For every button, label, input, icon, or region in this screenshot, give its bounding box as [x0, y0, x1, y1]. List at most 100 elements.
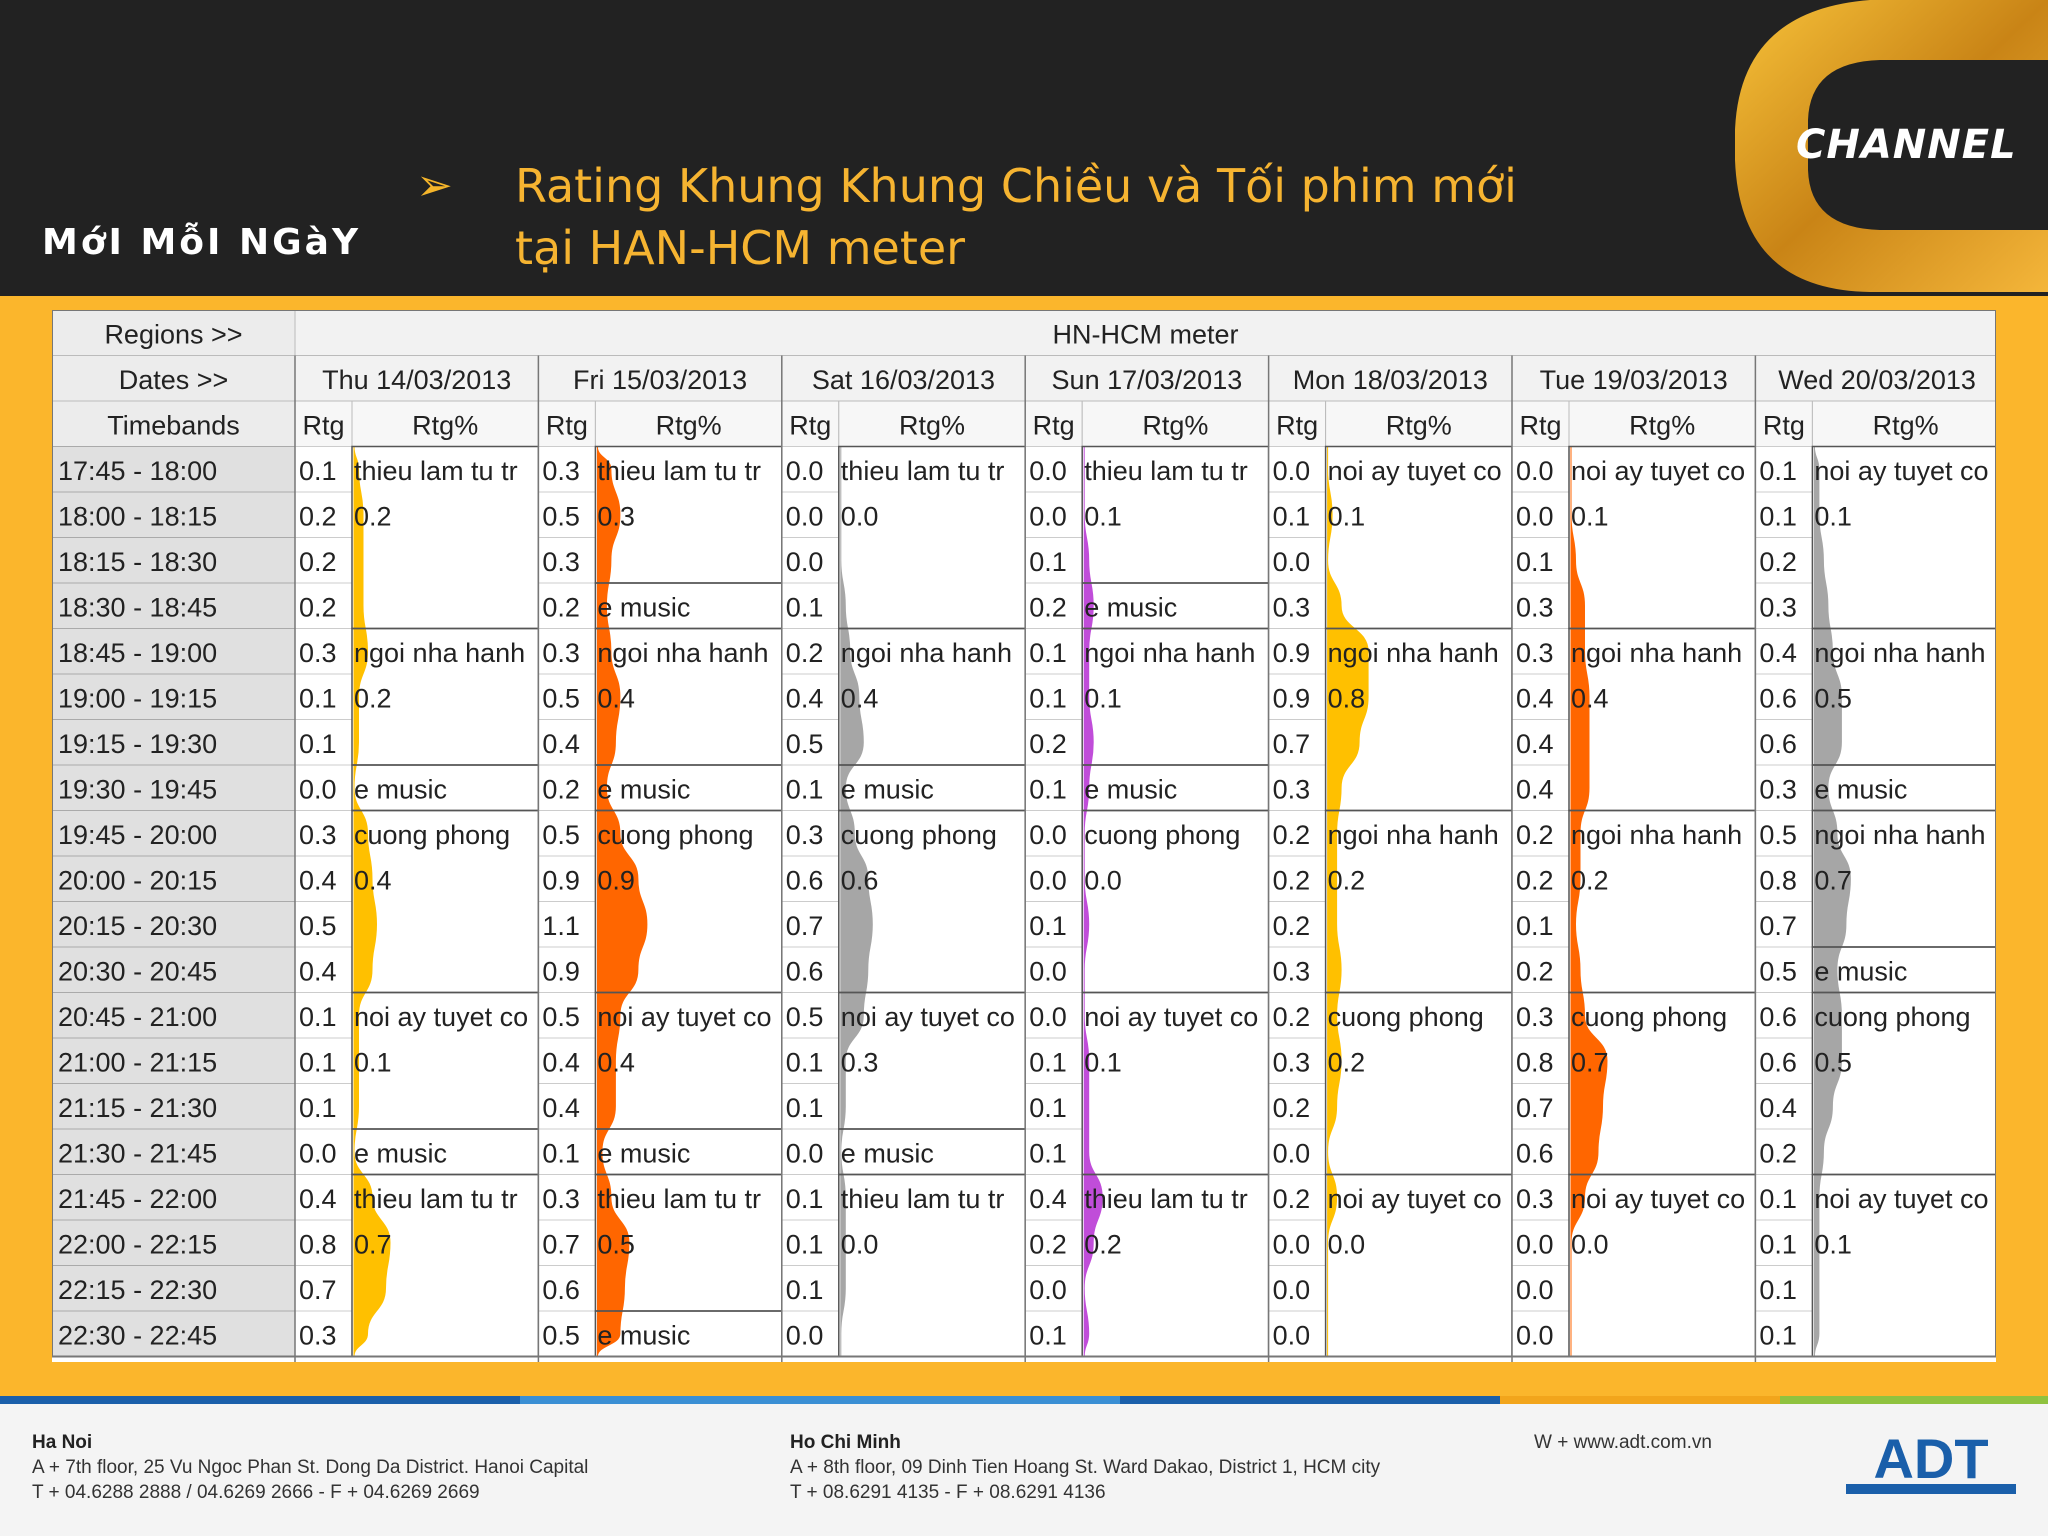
rtg-value: 0.3: [542, 456, 580, 486]
program-name: noi ay tuyet co: [841, 1002, 1015, 1032]
program-name: e music: [354, 1139, 447, 1169]
date-label: Fri 15/03/2013: [573, 365, 747, 395]
website-link[interactable]: W + www.adt.com.vn: [1534, 1432, 1712, 1453]
rtg-value: 0.1: [1029, 1093, 1067, 1123]
dates-label: Dates >>: [119, 365, 229, 395]
rtg-value: 0.2: [786, 638, 824, 668]
rtg-cell: [1511, 537, 1570, 584]
timeband-label: 22:30 - 22:45: [58, 1321, 217, 1351]
program-name: e music: [841, 775, 934, 805]
rtg-cell: [781, 764, 840, 811]
rtg-value: 0.1: [299, 1002, 337, 1032]
timeband-label: 19:30 - 19:45: [58, 775, 217, 805]
rtg-value: 0.0: [1029, 502, 1067, 532]
rtg-value: 0.4: [1759, 1093, 1797, 1123]
rtg-value: 0.7: [542, 1230, 580, 1260]
rtg-value: 0.3: [1273, 593, 1311, 623]
rtg-value: 0.3: [1516, 638, 1554, 668]
program-share: 0.2: [1328, 1048, 1366, 1078]
rtg-value: 0.5: [786, 729, 824, 759]
rtg-value: 0.1: [786, 1230, 824, 1260]
hanoi-phone: T + 04.6288 2888 / 04.6269 2666 - F + 04…: [32, 1482, 480, 1503]
program-share: 0.1: [1571, 502, 1609, 532]
rtg-value: 0.1: [786, 1093, 824, 1123]
rtg-cell: [1268, 1037, 1327, 1084]
timeband-label: 21:15 - 21:30: [58, 1093, 217, 1123]
program-name: thieu lam tu tr: [597, 1184, 761, 1214]
rtg-value: 0.1: [1759, 502, 1797, 532]
program-name: cuong phong: [1571, 1002, 1727, 1032]
rtg-cell: [1268, 1310, 1327, 1357]
rtg-value: 0.0: [786, 1139, 824, 1169]
rtg-cell: [1024, 992, 1083, 1039]
timeband-label: 17:45 - 18:00: [58, 456, 217, 486]
rtg-cell: [537, 628, 596, 675]
rtg-value: 0.0: [786, 1321, 824, 1351]
rtg-value: 0.0: [1273, 1321, 1311, 1351]
rtg-value: 0.3: [1759, 775, 1797, 805]
rtg-cell: [1268, 764, 1327, 811]
program-share: 0.1: [1328, 502, 1366, 532]
rtg-value: 0.4: [542, 1093, 580, 1123]
program-share: 0.9: [597, 866, 635, 896]
program-share: 0.3: [841, 1048, 879, 1078]
program-share: 0.4: [597, 1048, 635, 1078]
rtg-value: 0.2: [1273, 866, 1311, 896]
rating-area-shape: [1327, 446, 1369, 1357]
rtg-value: 0.4: [299, 1184, 337, 1214]
program-share: 0.2: [1328, 866, 1366, 896]
program-name: thieu lam tu tr: [841, 456, 1005, 486]
program-share: 0.1: [354, 1048, 392, 1078]
program-share: 0.2: [1571, 866, 1609, 896]
program-name: ngoi nha hanh: [1814, 820, 1985, 850]
rtg-value: 0.3: [786, 820, 824, 850]
rtg-cell: [1268, 628, 1327, 675]
rtg-value: 0.0: [1516, 1230, 1554, 1260]
rtg-value: 0.2: [1029, 729, 1067, 759]
rtg-value: 0.2: [299, 547, 337, 577]
program-name: ngoi nha hanh: [1571, 820, 1742, 850]
rtg-cell: [781, 1037, 840, 1084]
rtg-header-cell: [294, 400, 353, 447]
adt-logo-text: ADT: [1873, 1427, 1988, 1490]
rtg-value: 0.4: [299, 957, 337, 987]
strip-segment: [0, 1396, 520, 1404]
header-label-cell: [52, 310, 296, 356]
rtg-value: 0.6: [1759, 684, 1797, 714]
rtg-value: 0.1: [1759, 1184, 1797, 1214]
rtg-value: 0.2: [1516, 866, 1554, 896]
strip-segment: [1120, 1396, 1500, 1404]
date-label: Sat 16/03/2013: [812, 365, 995, 395]
program-name: cuong phong: [354, 820, 510, 850]
program-name: ngoi nha hanh: [1571, 638, 1742, 668]
rtg-value: 0.1: [1029, 911, 1067, 941]
program-name: noi ay tuyet co: [1814, 1184, 1988, 1214]
rtg-value: 0.0: [1516, 502, 1554, 532]
tagline-logo: MớI MỗI NGàY: [42, 222, 362, 263]
rating-table: Regions >> HN-HCM meter Dates >> Timebands 1…: [52, 310, 1996, 1362]
rtgpct-header: Rtg%: [412, 411, 478, 441]
timeband-cell: [52, 673, 296, 720]
strip-segment: [1500, 1396, 1780, 1404]
program-share: 0.0: [1084, 866, 1122, 896]
rtgpct-header-cell: [1325, 400, 1513, 447]
rtg-cell: [1754, 1174, 1813, 1221]
rtg-value: 0.1: [1029, 1139, 1067, 1169]
rtg-value: 0.0: [1516, 1275, 1554, 1305]
program-share: 0.0: [1328, 1230, 1366, 1260]
rtg-cell: [1268, 946, 1327, 993]
rtg-value: 0.0: [1029, 1275, 1067, 1305]
rtg-value: 0.5: [542, 1002, 580, 1032]
rtg-value: 0.4: [542, 729, 580, 759]
program-name: e music: [1084, 593, 1177, 623]
rtg-value: 0.0: [1516, 456, 1554, 486]
program-name: e music: [597, 1321, 690, 1351]
rtg-value: 0.4: [542, 1048, 580, 1078]
rtg-value: 0.6: [542, 1275, 580, 1305]
program-name: ngoi nha hanh: [1328, 638, 1499, 668]
hanoi-address: A + 7th floor, 25 Vu Ngoc Phan St. Dong …: [32, 1457, 589, 1478]
rtg-cell: [1754, 810, 1813, 857]
rtg-cell: [781, 946, 840, 993]
timeband-label: 18:00 - 18:15: [58, 502, 217, 532]
rtg-value: 0.1: [1029, 1321, 1067, 1351]
